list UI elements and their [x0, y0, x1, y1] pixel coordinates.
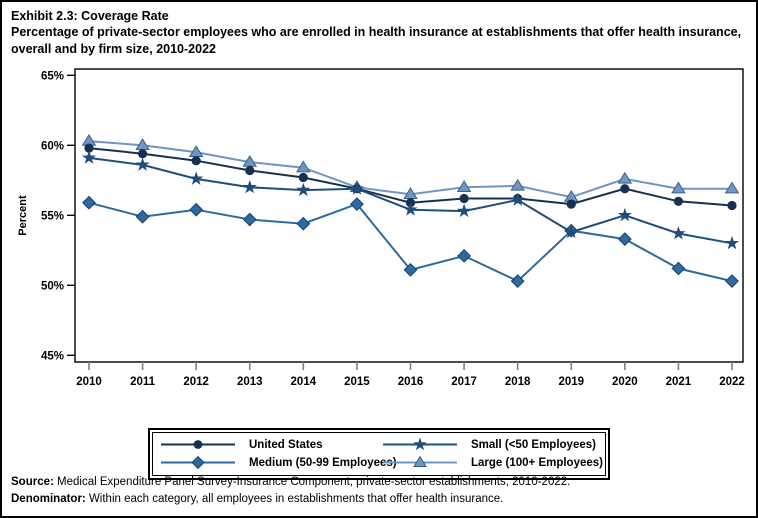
circle-marker-icon — [84, 143, 94, 153]
diamond-marker-icon — [191, 455, 205, 470]
star-marker-icon — [242, 179, 257, 194]
diamond-marker-icon — [510, 274, 525, 289]
y-tick-label: 45% — [41, 350, 64, 362]
diamond-marker-icon — [189, 202, 204, 217]
chart-title-block: Exhibit 2.3: Coverage Rate Percentage of… — [11, 8, 755, 57]
star-marker-icon — [413, 437, 427, 451]
circle-marker-icon — [193, 440, 203, 449]
y-tick-label: 65% — [41, 70, 64, 82]
legend: United States Small (<50 Employees) Medium… — [148, 428, 610, 480]
exhibit-subtitle: Percentage of private-sector employees w… — [11, 25, 742, 56]
star-marker-icon — [564, 224, 579, 239]
legend-item-label: Small (<50 Employees) — [471, 438, 596, 451]
circle-legend-icon — [161, 440, 235, 449]
diamond-marker-icon — [242, 212, 257, 227]
diamond-marker-icon — [296, 216, 311, 231]
diamond-marker-icon — [82, 195, 96, 210]
legend-item: Small (<50 Employees) — [381, 436, 599, 453]
coverage-rate-line-chart: 65% 60% 55% 50% 45% 2010 2011 2012 2013 2014 2015 2… — [17, 68, 745, 388]
denominator-note: Denominator: Within each category, all e… — [11, 491, 755, 508]
triangle-marker-icon — [617, 171, 633, 184]
y-tick-label: 55% — [41, 210, 64, 222]
y-tick-label: 50% — [41, 280, 64, 292]
series-markers-united-states — [84, 143, 737, 211]
y-axis-label: Percent — [17, 195, 29, 236]
x-tick-label: 2022 — [719, 376, 745, 388]
footnotes: Source: Medical Expenditure Panel Survey… — [11, 474, 755, 507]
circle-marker-icon — [245, 165, 255, 176]
series-markers-large-100-employees — [81, 133, 740, 202]
star-marker-icon — [349, 181, 364, 195]
x-tick-label: 2020 — [612, 376, 638, 388]
triangle-marker-icon — [456, 180, 472, 192]
star-marker-icon — [457, 203, 472, 218]
diamond-marker-icon — [135, 209, 150, 224]
source-label: Source: — [11, 476, 54, 488]
x-tick-label: 2019 — [558, 376, 584, 388]
denominator-text: Within each category, all employees in e… — [85, 492, 504, 505]
triangle-marker-icon — [510, 178, 525, 191]
star-legend-icon — [383, 437, 457, 451]
diamond-legend-icon — [161, 455, 235, 470]
x-tick-label: 2018 — [505, 376, 531, 388]
circle-marker-icon — [191, 156, 201, 166]
x-tick-label: 2016 — [398, 376, 424, 388]
triangle-marker-icon — [671, 181, 686, 194]
denominator-label: Denominator: — [11, 492, 86, 505]
legend-grid: United States Small (<50 Employees) Medium… — [152, 432, 606, 476]
diamond-marker-icon — [403, 262, 418, 277]
legend-item-label: Large (100+ Employees) — [471, 456, 603, 469]
circle-marker-icon — [727, 200, 737, 211]
star-marker-icon — [296, 182, 311, 197]
star-marker-icon — [403, 202, 418, 216]
circle-marker-icon — [566, 199, 576, 209]
circle-marker-icon — [459, 193, 469, 204]
circle-marker-icon — [298, 172, 308, 183]
x-tick-label: 2011 — [130, 376, 156, 388]
star-marker-icon — [617, 207, 632, 222]
source-text: Medical Expenditure Panel Survey-Insuran… — [53, 476, 571, 488]
triangle-marker-icon — [296, 160, 311, 173]
star-marker-icon — [671, 226, 686, 240]
x-tick-label: 2013 — [237, 376, 263, 388]
star-marker-icon — [135, 157, 150, 171]
legend-item-label: United States — [249, 438, 323, 451]
y-tick-label: 60% — [41, 140, 64, 152]
circle-marker-icon — [673, 196, 684, 206]
star-marker-icon — [81, 150, 97, 164]
source-note: Source: Medical Expenditure Panel Survey… — [11, 474, 755, 491]
legend-item: Medium (50-99 Employees) — [159, 454, 397, 471]
x-tick-label: 2015 — [344, 376, 370, 388]
plot-frame — [74, 68, 744, 363]
series-markers-medium-50-99-employees — [82, 195, 739, 289]
triangle-marker-icon — [724, 181, 740, 194]
diamond-marker-icon — [617, 232, 632, 247]
triangle-marker-icon — [413, 455, 427, 467]
diamond-marker-icon — [457, 248, 471, 263]
diamond-marker-icon — [671, 261, 686, 276]
star-marker-icon — [189, 171, 204, 185]
diamond-marker-icon — [725, 274, 739, 289]
star-marker-icon — [724, 235, 740, 250]
x-tick-label: 2012 — [183, 376, 209, 388]
x-tick-label: 2021 — [666, 376, 692, 388]
triangle-legend-icon — [383, 455, 457, 467]
legend-item: Large (100+ Employees) — [381, 454, 603, 471]
x-tick-label: 2014 — [291, 376, 317, 388]
star-marker-icon — [510, 192, 525, 206]
legend-item-label: Medium (50-99 Employees) — [249, 456, 397, 469]
legend-item: United States — [159, 436, 381, 453]
diamond-marker-icon — [350, 197, 364, 212]
x-tick-label: 2017 — [451, 376, 477, 388]
circle-marker-icon — [620, 184, 630, 194]
exhibit-title: Exhibit 2.3: Coverage Rate — [11, 9, 169, 23]
circle-marker-icon — [137, 149, 148, 159]
x-tick-label: 2010 — [76, 376, 102, 388]
series-markers-small-50-employees — [81, 150, 740, 250]
